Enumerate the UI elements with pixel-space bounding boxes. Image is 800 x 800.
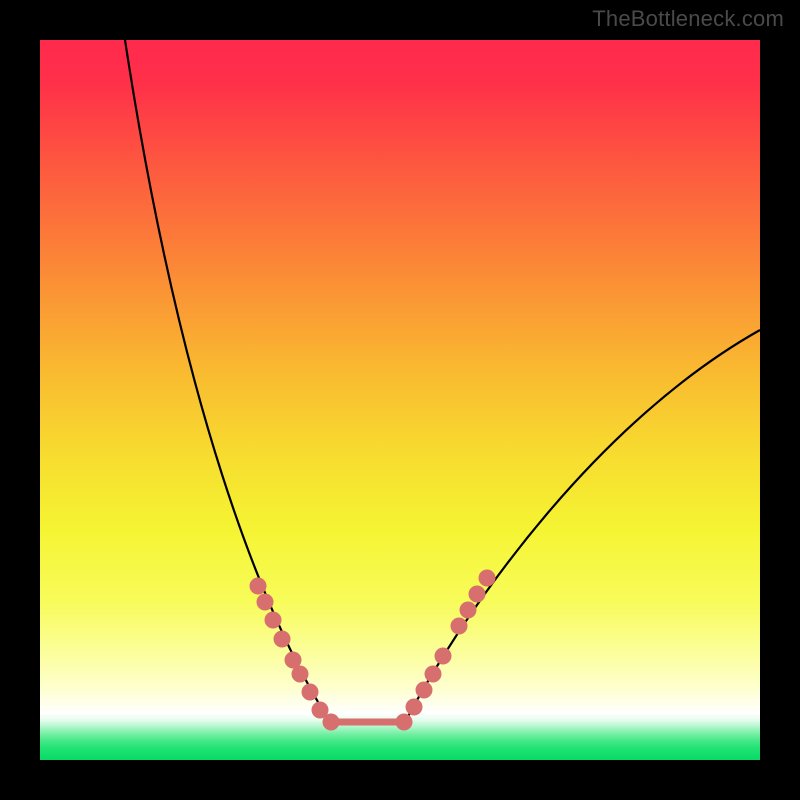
left-marker-cluster xyxy=(250,578,340,731)
bottleneck-curve-chart xyxy=(0,0,800,800)
left-marker-3 xyxy=(274,631,291,648)
right-marker-5 xyxy=(451,618,468,635)
right-marker-2 xyxy=(416,682,433,699)
right-marker-7 xyxy=(469,586,486,603)
left-marker-2 xyxy=(265,612,282,629)
left-marker-6 xyxy=(302,684,319,701)
left-marker-1 xyxy=(257,594,274,611)
left-marker-5 xyxy=(292,666,309,683)
right-marker-cluster xyxy=(396,570,496,731)
left-marker-8 xyxy=(323,714,340,731)
right-marker-3 xyxy=(425,666,442,683)
left-marker-0 xyxy=(250,578,267,595)
left-curve xyxy=(125,40,330,722)
watermark-text: TheBottleneck.com xyxy=(592,6,784,32)
right-marker-0 xyxy=(396,714,413,731)
right-marker-8 xyxy=(479,570,496,587)
right-marker-1 xyxy=(406,699,423,716)
right-curve xyxy=(405,330,760,722)
right-marker-6 xyxy=(460,602,477,619)
right-marker-4 xyxy=(435,648,452,665)
